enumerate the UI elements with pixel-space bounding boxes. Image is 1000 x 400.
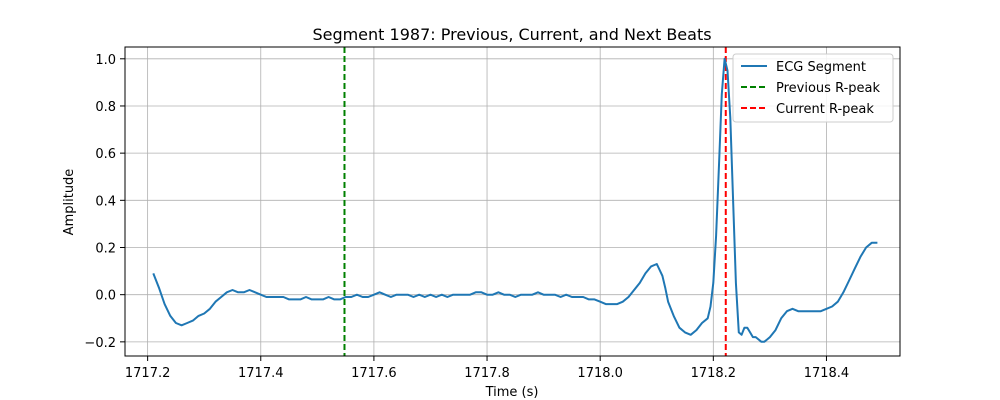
- y-tick-label: 0.4: [95, 194, 116, 209]
- y-axis-label: Amplitude: [62, 169, 77, 236]
- chart-title: Segment 1987: Previous, Current, and Nex…: [312, 25, 711, 44]
- y-tick-label: 0.6: [95, 147, 116, 162]
- y-tick-label: −0.2: [84, 336, 116, 351]
- x-axis-ticks: 1717.2 1717.4 1717.6 1717.8 1718.0 1718.2 1718…: [125, 356, 849, 381]
- y-axis-ticks: −0.2 0.0 0.2 0.4 0.6 0.8 1.0: [84, 53, 125, 351]
- x-tick-label: 1718.2: [691, 366, 737, 381]
- legend: ECG Segment Previous R-peak Current R-pe…: [732, 53, 894, 123]
- series-layer: [152, 57, 878, 343]
- plot-frame: [124, 46, 901, 357]
- x-tick-label: 1718.4: [804, 366, 850, 381]
- y-tick-label: 0.2: [95, 241, 116, 256]
- y-tick-label: 0.8: [95, 100, 116, 115]
- x-tick-label: 1717.4: [238, 366, 284, 381]
- legend-label-ecg-segment: ECG Segment: [776, 60, 866, 75]
- reference-lines: [343, 47, 727, 356]
- legend-box: [732, 53, 894, 123]
- y-tick-label: 1.0: [95, 53, 116, 68]
- x-axis-label: Time (s): [485, 385, 539, 400]
- legend-label-current-r-peak: Current R-peak: [776, 102, 874, 117]
- legend-label-previous-r-peak: Previous R-peak: [776, 81, 880, 96]
- x-tick-label: 1717.2: [125, 366, 171, 381]
- x-tick-label: 1717.8: [464, 366, 510, 381]
- y-tick-label: 0.0: [95, 289, 116, 304]
- x-tick-label: 1717.6: [351, 366, 397, 381]
- ecg-segment-line: [152, 57, 878, 343]
- x-tick-label: 1718.0: [577, 366, 623, 381]
